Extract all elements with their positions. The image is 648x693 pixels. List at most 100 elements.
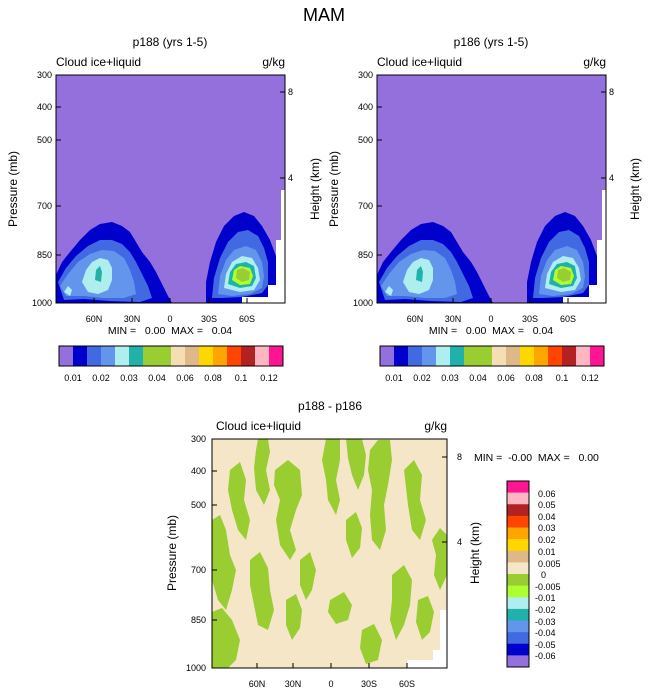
colorbar-swatch <box>507 632 529 645</box>
y-tick-label: 300 <box>358 70 373 80</box>
y-tick-label: 850 <box>358 250 373 260</box>
x-tick-label: 0 <box>328 679 333 689</box>
colorbar-swatches <box>59 346 284 366</box>
contour-negative <box>286 594 302 640</box>
x-tick-label: 30S <box>361 679 377 689</box>
colorbar-swatch <box>507 643 529 656</box>
contour-negative <box>250 552 274 630</box>
colorbar-label: -0.02 <box>535 605 556 615</box>
page-title: MAM <box>303 5 345 25</box>
y-axis-left: 300 400 500 700 850 1000 Pressure (mb) <box>6 70 61 308</box>
y-tick-label: 700 <box>358 201 373 211</box>
x-axis: 60N 30N 0 30S 60S <box>249 663 415 689</box>
colorbar-swatch <box>507 527 529 540</box>
x-tick-label: 0 <box>167 314 172 324</box>
colorbar-swatch <box>534 346 549 366</box>
y2-tick-label: 4 <box>288 173 293 183</box>
contour-level-6 <box>64 286 72 296</box>
colorbar-swatch <box>408 346 423 366</box>
colorbar-swatch <box>507 481 529 493</box>
colorbar-swatch <box>380 346 395 366</box>
colorbar-swatch <box>171 346 186 366</box>
colorbar-label: 0.02 <box>413 373 431 383</box>
contour-negative <box>346 512 362 558</box>
colorbar-label: 0.04 <box>538 512 556 522</box>
colorbar-swatch <box>394 346 409 366</box>
contour-level-7 <box>557 268 571 282</box>
contour-level-5 <box>95 266 102 282</box>
colorbar-label: 0.12 <box>581 373 599 383</box>
colorbar-swatch <box>464 346 479 366</box>
colorbar-frame <box>506 480 530 668</box>
y-tick-label: 850 <box>191 615 206 625</box>
colorbar: 0.01 0.02 0.03 0.04 0.06 0.08 0.1 0.12 <box>58 345 284 383</box>
x-tick-label: 30N <box>445 314 462 324</box>
contour-negative <box>328 592 352 624</box>
colorbar-label: 0.01 <box>538 547 556 557</box>
colorbar-swatch <box>507 539 529 552</box>
contour-negative <box>322 439 340 515</box>
y-axis-right: 8 4 Height (km) <box>442 452 482 584</box>
y2-tick-label: 8 <box>288 87 293 97</box>
y-tick-label: 400 <box>358 102 373 112</box>
units-label: g/kg <box>424 419 447 433</box>
colorbar-label: 0.01 <box>385 373 403 383</box>
contour-level-7 <box>236 268 250 282</box>
colorbar-swatch <box>101 346 116 366</box>
contour-negative <box>432 528 447 590</box>
colorbar-swatch <box>129 346 144 366</box>
colorbar-swatch <box>115 346 130 366</box>
y2-tick-label: 4 <box>457 537 462 547</box>
colorbar-label: 0.03 <box>441 373 459 383</box>
x-tick-label: 30S <box>522 314 538 324</box>
x-tick-label: 60S <box>239 314 255 324</box>
y-axis-right: 8 4 Height (km) <box>280 87 322 220</box>
colorbar-swatch <box>590 346 605 366</box>
y-tick-label: 300 <box>191 434 206 444</box>
colorbar-label: 0.04 <box>148 373 166 383</box>
contour-negative <box>212 608 240 668</box>
x-tick-label: 60N <box>86 314 103 324</box>
y-tick-label: 700 <box>191 565 206 575</box>
colorbar-swatch <box>507 585 529 598</box>
x-tick-label: 60S <box>399 679 415 689</box>
colorbar-swatch <box>422 346 437 366</box>
colorbar-swatch <box>506 346 521 366</box>
colorbar-swatch <box>562 346 577 366</box>
contour-negative <box>360 624 382 664</box>
colorbar-swatch <box>199 346 214 366</box>
colorbar: 0.06 0.05 0.04 0.03 0.02 0.01 0.005 0 -0… <box>506 480 561 668</box>
contour-field <box>377 75 606 303</box>
x-tick-label: 30N <box>285 679 302 689</box>
panel-p186: p186 (yrs 1-5) Cloud ice+liquid g/kg <box>327 35 642 383</box>
x-tick-label: 60N <box>249 679 266 689</box>
colorbar-label: 0.12 <box>260 373 278 383</box>
panel-title: p188 - p186 <box>298 399 362 413</box>
contour-negative <box>404 460 426 540</box>
y2-axis-label: Height (km) <box>308 158 322 220</box>
variable-label: Cloud ice+liquid <box>216 419 301 433</box>
y-tick-label: 700 <box>37 201 52 211</box>
contour-negative <box>274 460 302 560</box>
y-axis-label: Pressure (mb) <box>6 151 20 227</box>
contour-negative <box>254 439 270 505</box>
contour-negative <box>212 515 236 610</box>
colorbar-frame <box>58 345 284 367</box>
y-axis-left: 300 400 500 700 850 1000 Pressure (mb) <box>327 70 382 308</box>
colorbar-swatch <box>507 562 529 575</box>
colorbar-swatch <box>185 346 200 366</box>
colorbar-label: 0.1 <box>556 373 569 383</box>
missing-region <box>407 610 447 668</box>
missing-region <box>563 190 606 303</box>
colorbar-swatch <box>436 346 451 366</box>
colorbar-swatch <box>478 346 493 366</box>
y-axis-label: Pressure (mb) <box>327 151 341 227</box>
colorbar-swatch <box>59 346 74 366</box>
colorbar-swatch <box>507 492 529 505</box>
colorbar-swatch <box>507 504 529 517</box>
y-axis-left: 300 400 500 700 850 1000 Pressure (mb) <box>165 434 217 673</box>
contour-negative <box>346 439 366 490</box>
colorbar-swatch <box>520 346 535 366</box>
y-axis-right: 8 4 Height (km) <box>601 87 642 220</box>
stats-text: MIN = 0.00 MAX = 0.04 <box>108 325 232 337</box>
